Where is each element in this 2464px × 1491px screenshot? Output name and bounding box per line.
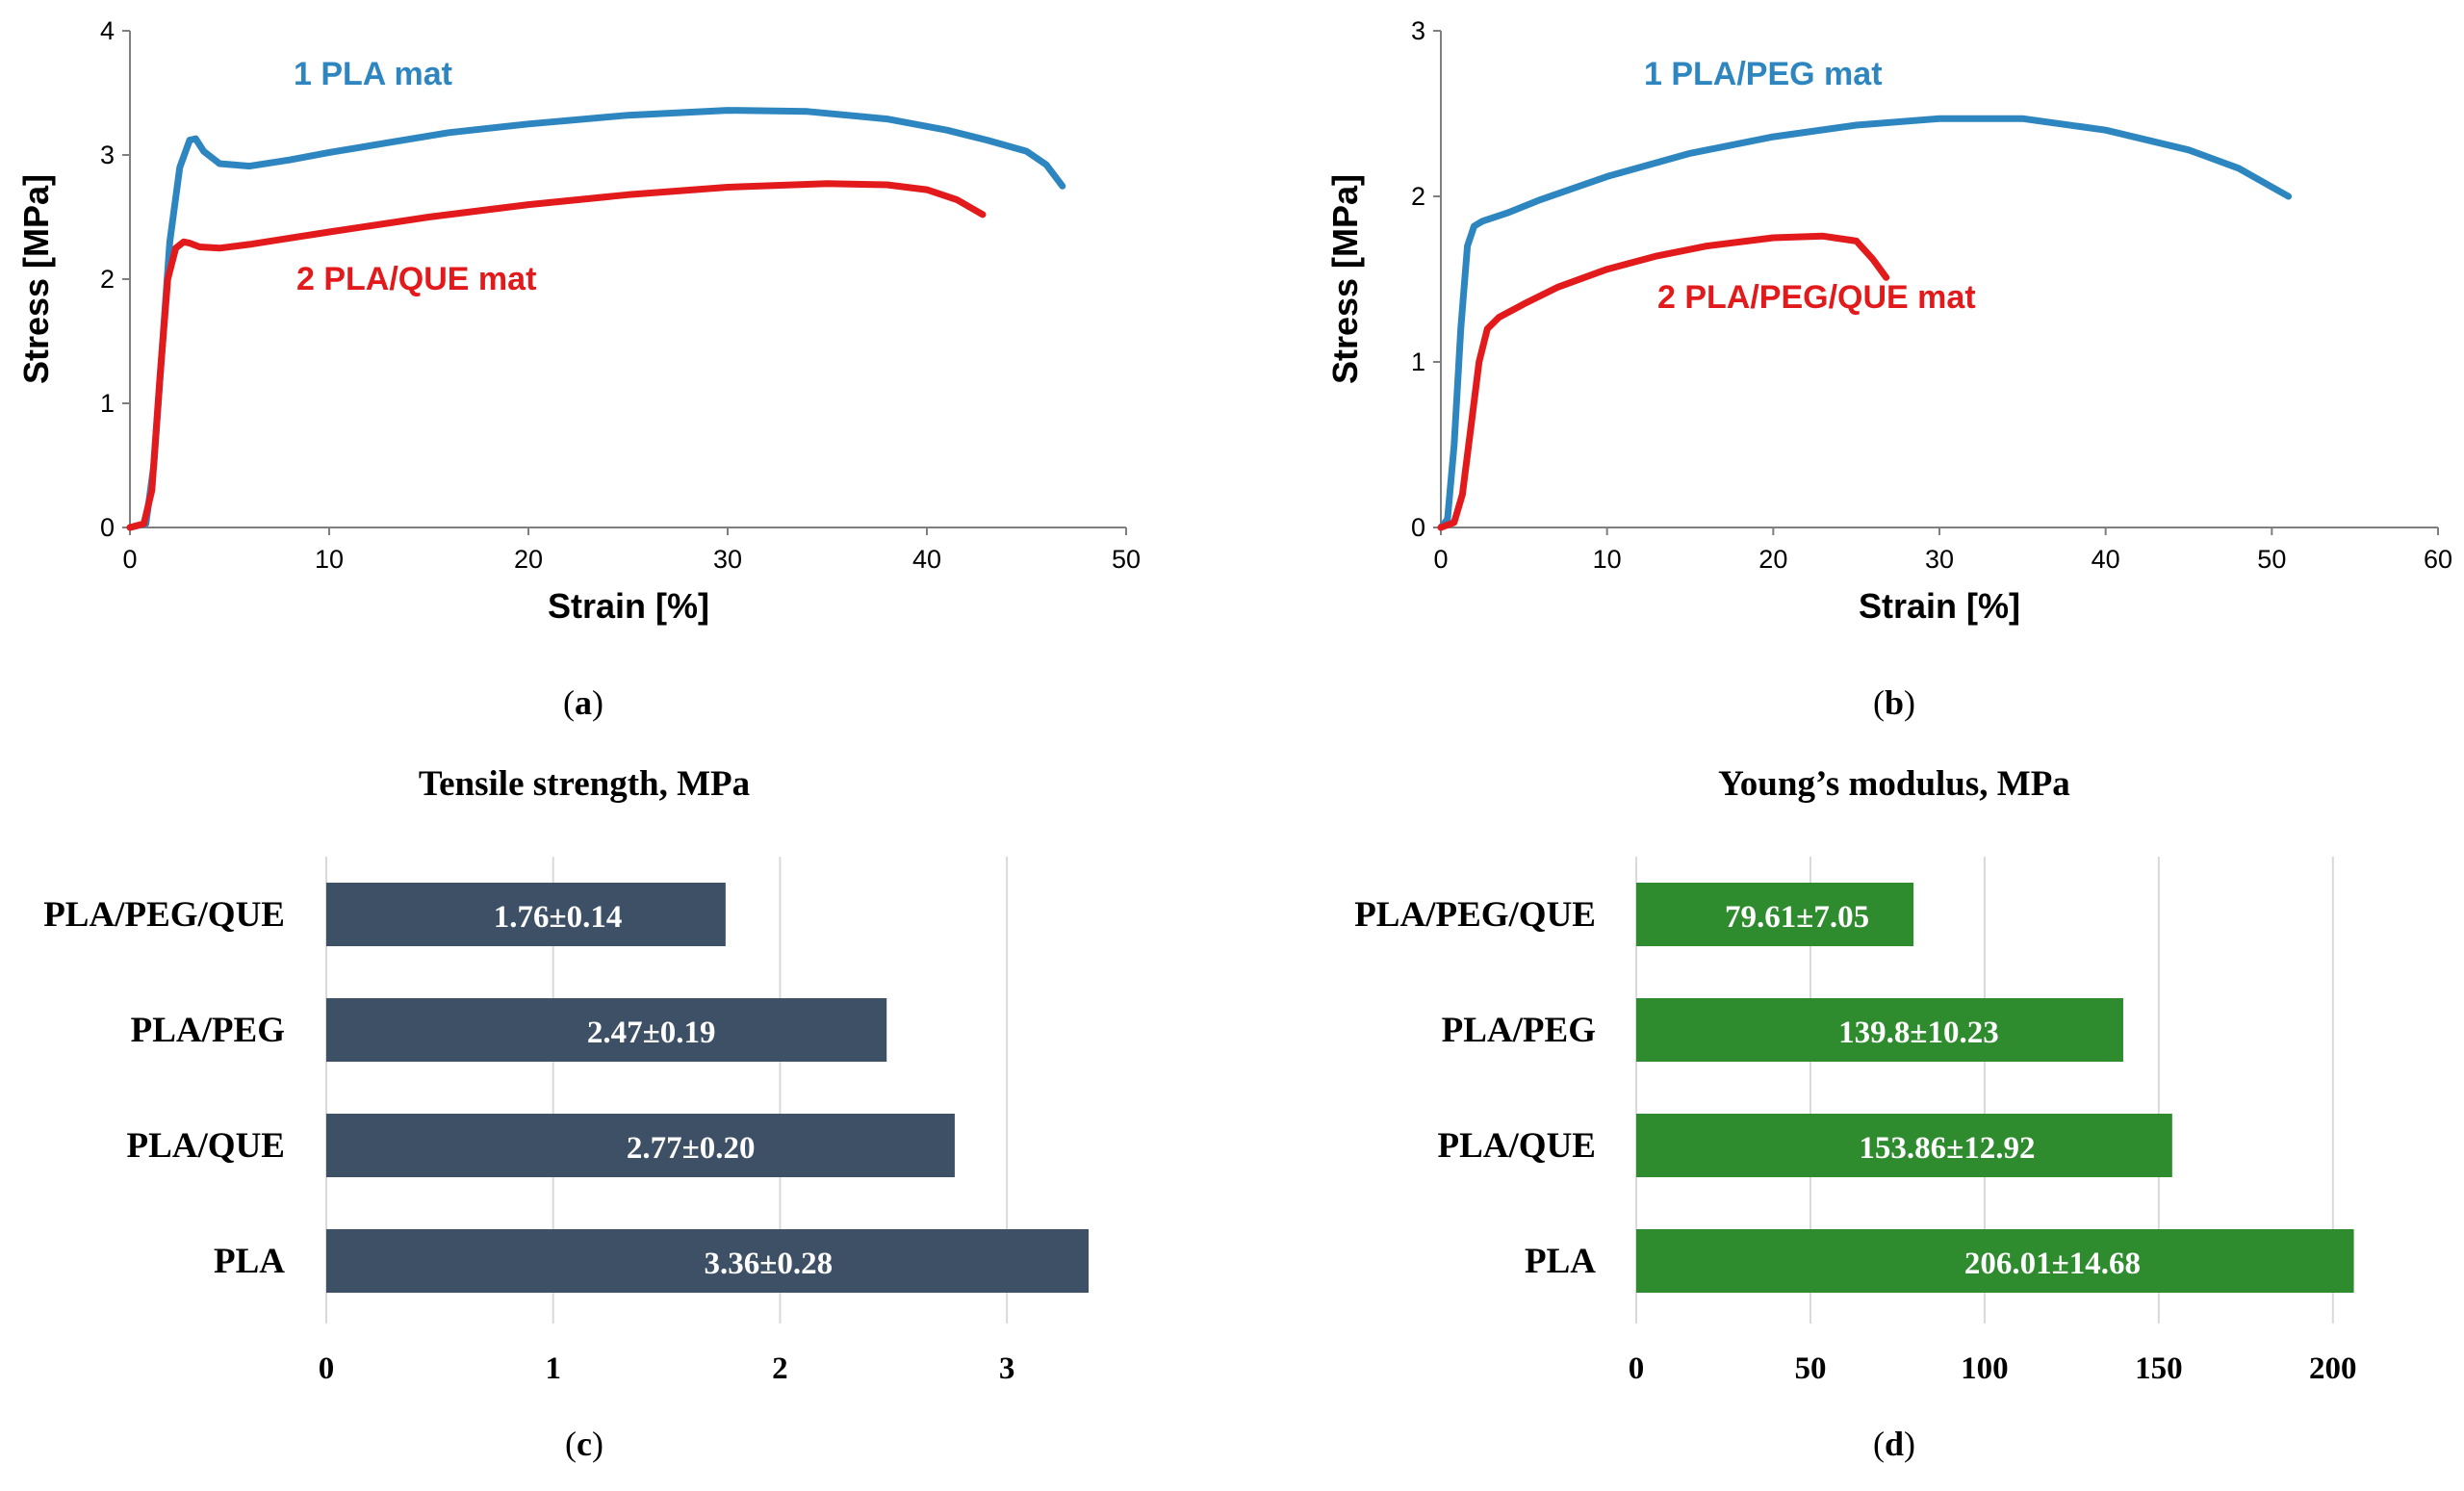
x-tick-label: 0	[1629, 1351, 1645, 1386]
panel-caption: (d)	[1873, 1425, 1915, 1463]
x-tick-label: 100	[1961, 1351, 2009, 1386]
chart-title: Tensile strength, MPa	[419, 764, 750, 804]
caption-paren-close: )	[592, 1425, 603, 1463]
bar	[326, 1229, 1089, 1293]
chart-c: Tensile strength, MPa 0 1 2 3 PLA/PEG/QUE 1.76…	[43, 764, 1089, 1463]
series-line-2	[126, 180, 987, 531]
x-tick-label: 0	[122, 545, 137, 574]
panel-caption: (b)	[1873, 683, 1915, 722]
x-tick-label: 30	[713, 545, 742, 574]
bar	[1636, 1229, 2354, 1293]
x-tick-label: 0	[319, 1351, 335, 1386]
bar	[1636, 1114, 2172, 1177]
caption-paren-close: )	[1904, 683, 1915, 722]
bar	[1636, 998, 2123, 1062]
category-label: PLA/PEG	[1442, 1011, 1596, 1050]
series-label-2: 2 PLA/PEG/QUE mat	[1657, 279, 1976, 316]
y-tick-label: 2	[1411, 182, 1425, 211]
bar	[326, 883, 726, 946]
y-tick-label: 0	[1411, 513, 1425, 542]
bar-data-label: 206.01±14.68	[1964, 1247, 2141, 1281]
caption-paren-open: (	[565, 1425, 577, 1463]
bar-data-label: 2.77±0.20	[627, 1131, 756, 1166]
bar-data-label: 153.86±12.92	[1859, 1131, 2035, 1166]
series-line-1	[126, 107, 1066, 531]
x-tick-label: 10	[1593, 545, 1622, 574]
bar-data-label: 2.47±0.19	[587, 1015, 716, 1050]
series-label-1: 1 PLA/PEG mat	[1644, 56, 1883, 92]
y-tick-label: 4	[100, 16, 115, 45]
y-tick-label: 3	[1411, 16, 1425, 45]
caption-paren-close: )	[1904, 1425, 1915, 1463]
x-tick-label: 50	[1794, 1351, 1826, 1386]
x-tick-label: 150	[2135, 1351, 2183, 1386]
category-label: PLA/PEG	[131, 1011, 285, 1050]
y-axis-title: Stress [MPa]	[1325, 174, 1365, 384]
bar-data-label: 1.76±0.14	[494, 900, 623, 935]
caption-paren-open: (	[1873, 1425, 1885, 1463]
bar-data-label: 79.61±7.05	[1725, 900, 1869, 935]
caption-letter: c	[577, 1425, 592, 1463]
x-tick-label: 20	[1758, 545, 1787, 574]
x-tick-label: 40	[912, 545, 941, 574]
x-tick-label: 60	[2424, 545, 2452, 574]
x-tick-label: 50	[2257, 545, 2286, 574]
x-axis-title: Strain [%]	[548, 586, 709, 626]
chart-d: Young’s modulus, MPa 0 50 100 150 200 PLA/PEG/…	[1354, 764, 2356, 1463]
x-tick-label: 200	[2309, 1351, 2357, 1386]
caption-letter: d	[1885, 1425, 1904, 1463]
bar-data-label: 139.8±10.23	[1838, 1015, 1999, 1050]
chart-title: Young’s modulus, MPa	[1718, 764, 2070, 804]
x-axis-title: Strain [%]	[1859, 586, 2020, 626]
series-label-2: 2 PLA/QUE mat	[296, 261, 536, 297]
y-tick-label: 1	[100, 389, 115, 418]
category-label: PLA/PEG/QUE	[1354, 895, 1596, 935]
x-tick-label: 30	[1925, 545, 1954, 574]
y-tick-label: 3	[100, 141, 115, 169]
category-label: PLA	[214, 1242, 285, 1281]
caption-paren-open: (	[563, 683, 575, 722]
caption-letter: b	[1885, 683, 1904, 722]
category-label: PLA/QUE	[127, 1126, 285, 1166]
x-tick-label: 2	[772, 1351, 788, 1386]
series-line-2	[1437, 232, 1890, 531]
bar	[326, 1114, 955, 1177]
series-line-1	[1437, 115, 2293, 531]
y-tick-label: 0	[100, 513, 115, 542]
x-tick-label: 10	[315, 545, 344, 574]
series-label-1: 1 PLA mat	[294, 56, 452, 92]
caption-paren-open: (	[1873, 683, 1885, 722]
x-tick-label: 40	[2092, 545, 2120, 574]
x-tick-label: 20	[514, 545, 543, 574]
panel-caption: (c)	[565, 1425, 603, 1463]
category-label: PLA/PEG/QUE	[43, 895, 285, 935]
panel-caption: (a)	[563, 683, 603, 722]
caption-paren-close: )	[592, 683, 603, 722]
x-tick-label: 0	[1433, 545, 1448, 574]
category-label: PLA	[1525, 1242, 1596, 1281]
bar-data-label: 3.36±0.28	[705, 1247, 834, 1281]
x-tick-label: 1	[545, 1351, 561, 1386]
x-tick-label: 3	[999, 1351, 1015, 1386]
y-axis-title: Stress [MPa]	[16, 174, 56, 384]
y-tick-label: 1	[1411, 347, 1425, 376]
x-tick-label: 50	[1112, 545, 1141, 574]
category-label: PLA/QUE	[1438, 1126, 1596, 1166]
bar	[326, 998, 887, 1062]
bar	[1636, 883, 1914, 946]
caption-letter: a	[575, 683, 592, 722]
y-tick-label: 2	[100, 265, 115, 294]
